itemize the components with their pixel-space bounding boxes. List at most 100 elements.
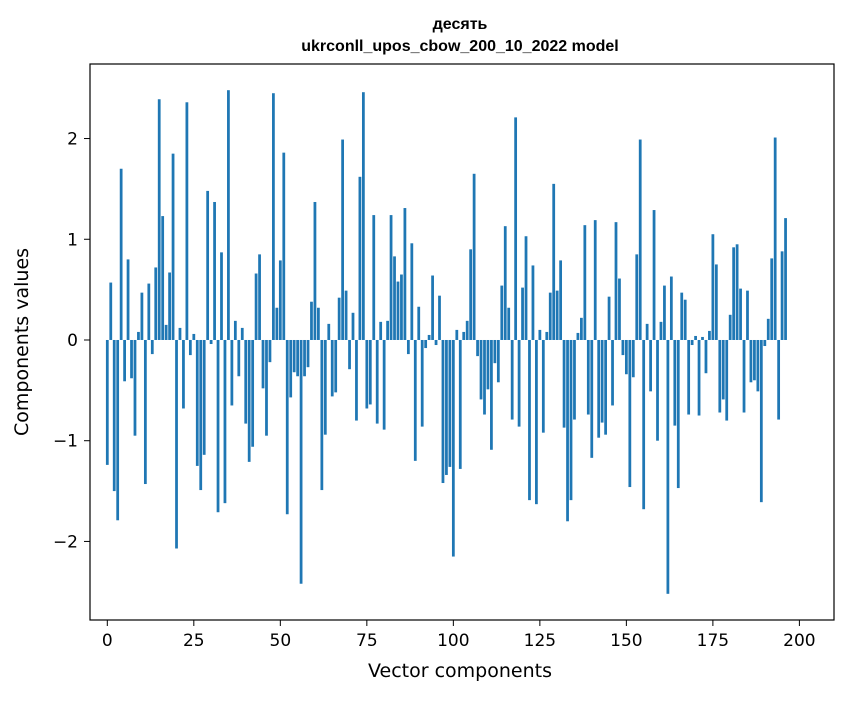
bar [175, 339, 178, 549]
bar [438, 295, 441, 340]
bar [251, 339, 255, 447]
x-tick-label: 50 [270, 631, 292, 651]
bar [126, 259, 130, 340]
bar [676, 339, 680, 489]
y-tick-label: 1 [67, 230, 78, 250]
bar [756, 339, 760, 392]
bar [417, 306, 421, 340]
bar [275, 307, 279, 340]
bar [358, 176, 362, 340]
bar [351, 312, 355, 340]
bar [317, 307, 320, 340]
x-tick-label: 175 [697, 631, 729, 651]
bar [566, 339, 569, 522]
bar [420, 339, 424, 427]
bar [178, 327, 182, 340]
bar [711, 234, 715, 340]
bar [188, 339, 192, 356]
bar [171, 153, 175, 340]
bar [112, 339, 116, 492]
bar [247, 339, 251, 462]
bar [469, 249, 473, 340]
bar [403, 208, 407, 340]
bar [673, 339, 677, 426]
y-tick-label: 2 [67, 130, 78, 150]
bar [445, 339, 448, 475]
bar [161, 216, 165, 340]
bar [628, 339, 632, 488]
bar [548, 292, 552, 340]
bar [372, 215, 376, 340]
bar [704, 339, 708, 374]
bar [666, 339, 670, 594]
bar [631, 339, 635, 378]
bar [424, 339, 428, 349]
bar [272, 93, 275, 340]
bar [624, 339, 628, 375]
bar [441, 339, 445, 484]
bar [746, 290, 749, 340]
bar [233, 320, 237, 340]
bar [507, 307, 511, 340]
bar [344, 290, 348, 340]
bar [400, 274, 403, 340]
bar [278, 260, 282, 340]
bar [763, 339, 767, 347]
bar [476, 339, 479, 357]
bar [157, 99, 161, 340]
bar [348, 339, 351, 370]
bar [140, 292, 144, 340]
bar [230, 339, 234, 406]
bar [669, 276, 673, 340]
bar [538, 329, 542, 340]
bar [496, 339, 500, 383]
bar [199, 339, 203, 491]
bar [216, 339, 220, 513]
bar [310, 301, 313, 340]
x-tick-label: 75 [356, 631, 378, 651]
bar [656, 339, 659, 441]
bar [780, 251, 784, 340]
bar [209, 339, 213, 345]
y-tick-label: −1 [53, 432, 78, 452]
bar [341, 139, 344, 340]
bar [240, 327, 244, 340]
bar [697, 339, 701, 416]
bar [541, 339, 545, 433]
bar [410, 243, 414, 340]
bar [143, 339, 147, 485]
bar [237, 339, 241, 377]
bar [265, 339, 268, 436]
bar [227, 90, 230, 340]
bar [386, 320, 389, 340]
bar [292, 339, 296, 373]
bar [600, 339, 604, 423]
bar [663, 285, 666, 340]
bar [154, 267, 158, 340]
bar [725, 339, 729, 421]
bar [379, 321, 383, 340]
bar [569, 339, 573, 501]
bar [365, 339, 369, 409]
bar [431, 275, 434, 340]
bar [659, 321, 663, 340]
x-tick-label: 100 [437, 631, 469, 651]
bar [735, 244, 739, 340]
bar [562, 339, 566, 428]
bar [223, 339, 227, 504]
bar [510, 339, 514, 420]
bar [645, 323, 649, 340]
bar [580, 317, 583, 340]
bar [195, 339, 199, 466]
bar [714, 264, 718, 340]
bar [182, 339, 185, 409]
bar [137, 331, 140, 340]
bar [455, 329, 459, 340]
bar [694, 335, 697, 340]
bar [323, 339, 327, 435]
bar [130, 339, 133, 379]
bar [150, 339, 154, 355]
bar [545, 331, 549, 340]
bar [514, 117, 518, 340]
